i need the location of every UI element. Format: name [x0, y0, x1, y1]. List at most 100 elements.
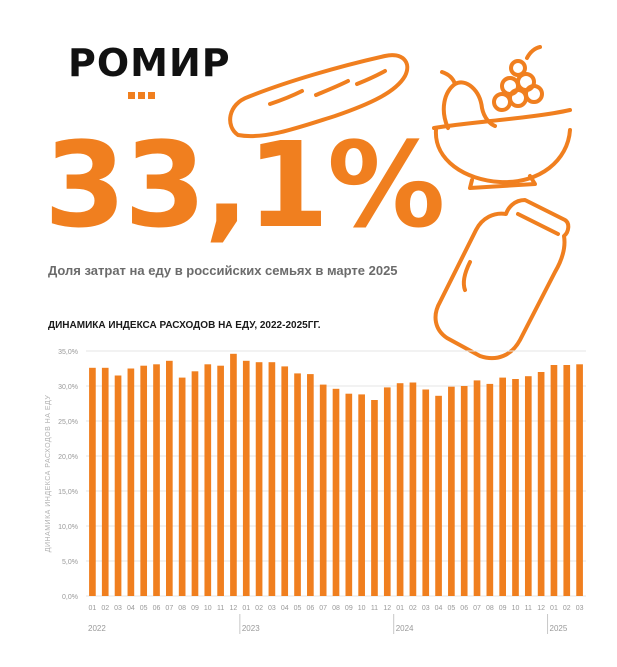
fruit-bowl-icon [432, 45, 572, 190]
bar [537, 372, 545, 596]
bar [89, 367, 96, 596]
bar [281, 366, 289, 596]
milk-bottle-icon [433, 198, 571, 361]
x-tick-label: 12 [230, 605, 238, 612]
x-tick-label: 03 [268, 605, 276, 612]
y-tick-label: 35,0% [58, 349, 78, 356]
bar [217, 365, 224, 596]
x-tick-label: 05 [447, 605, 455, 612]
year-label: 2023 [242, 624, 260, 633]
bar [524, 376, 532, 596]
bar [332, 388, 340, 596]
bar [294, 373, 301, 596]
x-tick-label: 06 [306, 605, 314, 612]
x-tick-label: 04 [281, 605, 289, 612]
bar [268, 362, 276, 596]
x-tick-label: 11 [217, 605, 224, 612]
x-tick-label: 02 [563, 605, 571, 612]
x-tick-label: 06 [460, 605, 468, 612]
x-tick-label: 01 [396, 605, 404, 612]
x-tick-label: 12 [537, 605, 545, 612]
bar [396, 383, 404, 596]
x-tick-label: 11 [371, 605, 378, 612]
romir-logo: РОМИР [68, 41, 231, 85]
x-tick-label: 03 [576, 605, 584, 612]
logo-dots [128, 86, 158, 104]
x-tick-label: 10 [204, 605, 212, 612]
x-tick-label: 07 [319, 605, 327, 612]
bread-icon [228, 53, 410, 139]
x-tick-label: 01 [550, 605, 558, 612]
bar [448, 386, 455, 596]
bar [486, 383, 494, 596]
x-tick-label: 01 [89, 605, 97, 612]
bar [422, 389, 430, 596]
bar [512, 379, 519, 596]
x-tick-label: 08 [332, 605, 340, 612]
headline-value: 33,1% [44, 116, 445, 254]
y-tick-label: 15,0% [58, 489, 78, 496]
bar [563, 365, 571, 596]
x-tick-label: 03 [114, 605, 122, 612]
bar [409, 382, 417, 596]
bar [435, 395, 442, 596]
x-tick-label: 03 [422, 605, 430, 612]
bar [319, 384, 327, 596]
y-tick-label: 0,0% [62, 594, 78, 601]
bar [576, 364, 583, 596]
x-tick-label: 08 [486, 605, 494, 612]
y-tick-label: 5,0% [62, 559, 78, 566]
x-tick-label: 07 [165, 605, 173, 612]
bar [204, 364, 212, 596]
y-tick-label: 30,0% [58, 384, 78, 391]
bar [345, 393, 353, 596]
x-tick-label: 12 [383, 605, 391, 612]
y-tick-label: 25,0% [58, 419, 78, 426]
bar [550, 365, 558, 596]
y-axis-label: ДИНАМИКА ИНДЕКСА РАСХОДОВ НА ЕДУ [45, 395, 52, 553]
x-tick-label: 04 [127, 605, 135, 612]
x-tick-label: 02 [409, 605, 417, 612]
bar [499, 377, 506, 596]
bar [101, 367, 109, 596]
x-tick-label: 09 [499, 605, 507, 612]
bar [153, 364, 160, 596]
year-label: 2025 [550, 624, 568, 633]
bar [371, 400, 378, 596]
bar [178, 377, 186, 596]
x-tick-label: 11 [525, 605, 532, 612]
bar [242, 360, 250, 596]
x-tick-label: 02 [255, 605, 263, 612]
chart-title: ДИНАМИКА ИНДЕКСА РАСХОДОВ НА ЕДУ, 2022-2… [48, 320, 321, 331]
y-tick-label: 10,0% [58, 524, 78, 531]
bar [460, 386, 468, 596]
year-label: 2024 [396, 624, 414, 633]
bar [255, 362, 263, 596]
expense-index-chart: 0,0% 5,0% 10,0% 15,0% 20,0% 25,0% 30,0% 35,0% ДИ… [45, 349, 586, 634]
headline-caption: Доля затрат на еду в российских семьях в… [48, 263, 398, 278]
bar [191, 371, 199, 596]
x-tick-label: 02 [101, 605, 109, 612]
x-tick-label: 01 [242, 605, 250, 612]
x-tick-label: 08 [178, 605, 186, 612]
x-tick-label: 04 [435, 605, 443, 612]
bar [383, 387, 391, 596]
x-tick-label: 10 [358, 605, 366, 612]
bar [473, 380, 481, 596]
x-tick-label: 10 [512, 605, 520, 612]
year-label: 2022 [88, 624, 106, 633]
bar [114, 375, 122, 596]
y-tick-label: 20,0% [58, 454, 78, 461]
x-tick-label: 05 [140, 605, 148, 612]
bar [127, 368, 135, 596]
x-tick-label: 09 [191, 605, 199, 612]
bar [140, 365, 148, 596]
bar [307, 374, 314, 596]
bar [358, 394, 365, 596]
x-tick-label: 06 [153, 605, 161, 612]
x-tick-label: 05 [294, 605, 302, 612]
bar [166, 360, 173, 596]
bar [230, 353, 237, 596]
x-tick-label: 09 [345, 605, 353, 612]
